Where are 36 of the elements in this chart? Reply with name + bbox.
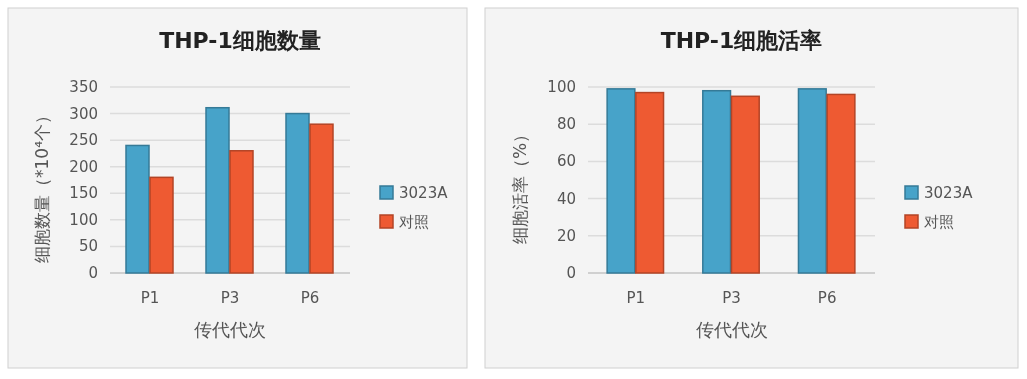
legend-label: 对照 (924, 213, 954, 231)
x-axis-title: 传代代次 (194, 319, 266, 340)
chart-title: THP-1细胞数量 (159, 28, 321, 53)
x-tick-label: P3 (722, 289, 741, 307)
y-tick-label: 50 (78, 237, 98, 256)
x-tick-label: P6 (817, 289, 837, 307)
y-tick-label: 20 (556, 226, 576, 245)
y-tick-label: 350 (69, 78, 98, 96)
x-axis-title: 传代代次 (695, 319, 768, 340)
bar (125, 144, 150, 274)
x-tick-label: P3 (220, 289, 240, 307)
y-tick-label: 0 (566, 264, 576, 282)
bar (149, 176, 174, 274)
bar (205, 106, 230, 274)
chart-title: THP-1细胞活率 (660, 28, 823, 53)
y-tick-label: 100 (69, 210, 98, 229)
y-tick-label: 0 (88, 264, 98, 282)
y-tick-label: 40 (556, 189, 576, 208)
y-tick-label: 150 (69, 184, 98, 203)
y-tick-label: 250 (69, 131, 98, 150)
y-tick-label: 200 (69, 157, 98, 176)
y-tick-label: 300 (69, 104, 98, 123)
y-tick-label: 60 (556, 152, 576, 171)
y-tick-label: 100 (547, 78, 576, 96)
x-tick-label: P1 (140, 289, 160, 307)
legend-label: 3023A (399, 184, 449, 202)
x-tick-label: P6 (300, 289, 320, 307)
legend-label: 对照 (399, 213, 429, 231)
y-axis-title: 细胞数量（*10⁴个） (32, 107, 52, 263)
bar (309, 123, 334, 274)
x-tick-label: P1 (626, 289, 646, 307)
y-axis-title: 细胞活率（%） (510, 125, 530, 245)
bar (285, 112, 310, 274)
legend-label: 3023A (924, 184, 974, 202)
y-tick-label: 80 (556, 115, 576, 134)
bar (229, 150, 254, 274)
